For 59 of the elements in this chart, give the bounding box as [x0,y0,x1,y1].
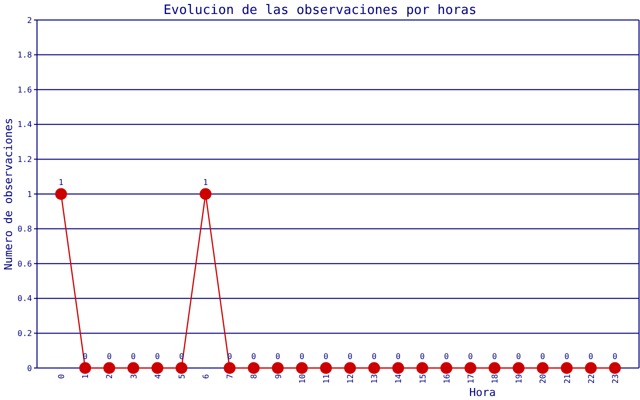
x-tick-label: 22 [586,374,596,384]
x-tick-label: 12 [346,374,356,384]
data-label: 0 [299,352,304,361]
x-tick-label: 19 [514,374,524,384]
x-tick-label: 6 [202,374,211,379]
data-label: 0 [251,352,256,361]
data-label: 0 [444,352,449,361]
chart-title: Evolucion de las observaciones por horas [163,3,477,18]
x-tick-label: 10 [298,374,307,384]
y-tick-label: 2 [27,16,32,25]
y-tick-label: 0.6 [18,259,32,268]
x-tick-label: 7 [226,374,235,379]
data-label: 0 [468,352,474,361]
x-tick-label: 16 [442,374,452,384]
data-label: 0 [612,352,618,361]
x-tick-label: 2 [105,374,114,379]
data-label: 0 [154,352,160,361]
y-tick-label: 1 [27,190,32,199]
data-label: 0 [324,352,329,361]
x-tick-label: 1 [81,374,90,379]
data-label: 1 [203,178,208,187]
x-tick-label: 23 [610,374,620,384]
data-label: 0 [564,352,570,361]
x-tick-label: 21 [562,374,572,384]
x-tick-label: 0 [57,374,66,379]
data-label: 0 [492,352,498,361]
data-label: 0 [372,352,377,361]
data-label: 0 [106,352,112,361]
data-label: 0 [516,352,522,361]
y-axis-title: Numero de observaciones [2,118,15,270]
x-tick-label: 20 [538,374,548,384]
y-tick-label: 1.8 [18,50,32,60]
data-label: 0 [420,352,425,361]
data-label: 0 [348,352,353,361]
y-tick-label: 0.8 [18,224,32,234]
y-tick-label: 1.6 [18,85,32,94]
x-tick-label: 17 [466,374,476,384]
x-tick-label: 14 [394,374,404,384]
x-tick-label: 15 [418,374,428,384]
x-tick-label: 5 [177,374,186,379]
x-tick-label: 3 [129,374,138,379]
x-tick-label: 18 [490,374,500,384]
y-tick-label: 1.4 [18,120,32,130]
data-label: 0 [396,352,401,361]
x-tick-label: 9 [274,374,283,379]
data-label: 0 [275,352,280,361]
y-tick-label: 0.4 [18,294,32,304]
data-label: 0 [588,352,594,361]
data-label: 0 [540,352,546,361]
x-tick-label: 13 [370,374,380,384]
y-tick-label: 0 [27,364,32,373]
y-tick-label: 1.2 [18,155,32,164]
x-tick-label: 11 [322,374,331,384]
x-tick-label: 4 [153,374,162,379]
data-label: 0 [130,352,136,361]
y-tick-label: 0.2 [18,329,32,338]
x-axis-title: Hora [469,386,496,399]
x-tick-label: 8 [250,374,259,379]
data-label: 1 [58,178,64,187]
